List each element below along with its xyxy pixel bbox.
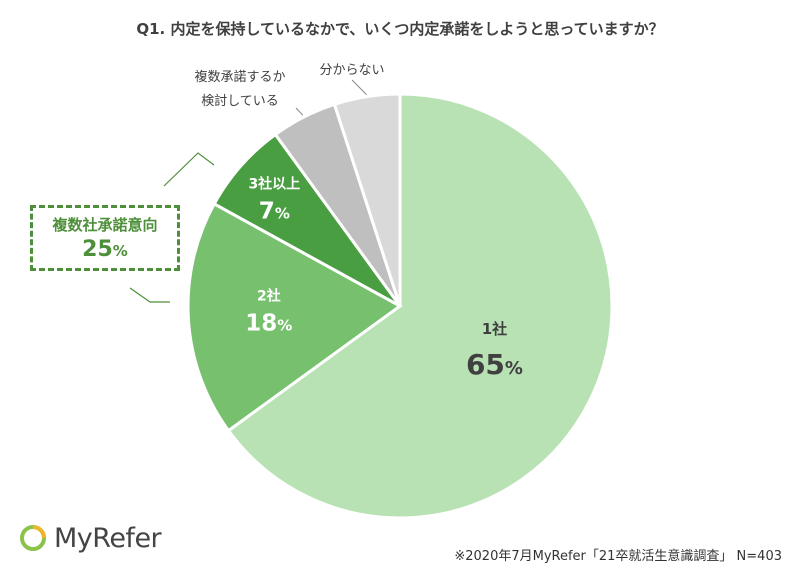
slice-value-label: 7% [259,198,290,224]
slice-2sha [186,201,403,433]
slice-label: 分からない [319,63,384,78]
slice-value-label: 65% [466,348,523,381]
group-bracket-line [163,152,215,187]
source-note: ※2020年7月MyRefer「21卒就活生意識調査」 N=403 [454,549,782,564]
slice-label: 複数承諾するか [194,69,285,85]
slice-label: 3社以上 [248,175,300,192]
slice-wakaranai [332,92,402,307]
group-annotation-box: 複数社承諾意向 25% [30,205,180,271]
ring-logo-icon [20,525,46,551]
leader-line [295,107,304,116]
slice-label: 検討している [201,93,279,109]
slice-label: 2社 [257,287,281,304]
slice-label: 1社 [482,320,507,338]
myrefer-logo: MyRefer [18,522,162,554]
chart-title: Q1. 内定を保持しているなかで、いくつ内定承諾をしようと思っていますか？ [136,20,664,38]
group-annotation-value: 25% [82,237,128,262]
logo-text: MyRefer [54,522,162,554]
group-annotation-label: 複数社承諾意向 [52,216,158,234]
leader-line [351,79,367,95]
slice-1sha [226,92,614,520]
slice-value-label: 18% [245,310,292,336]
group-bracket-line [129,287,170,303]
